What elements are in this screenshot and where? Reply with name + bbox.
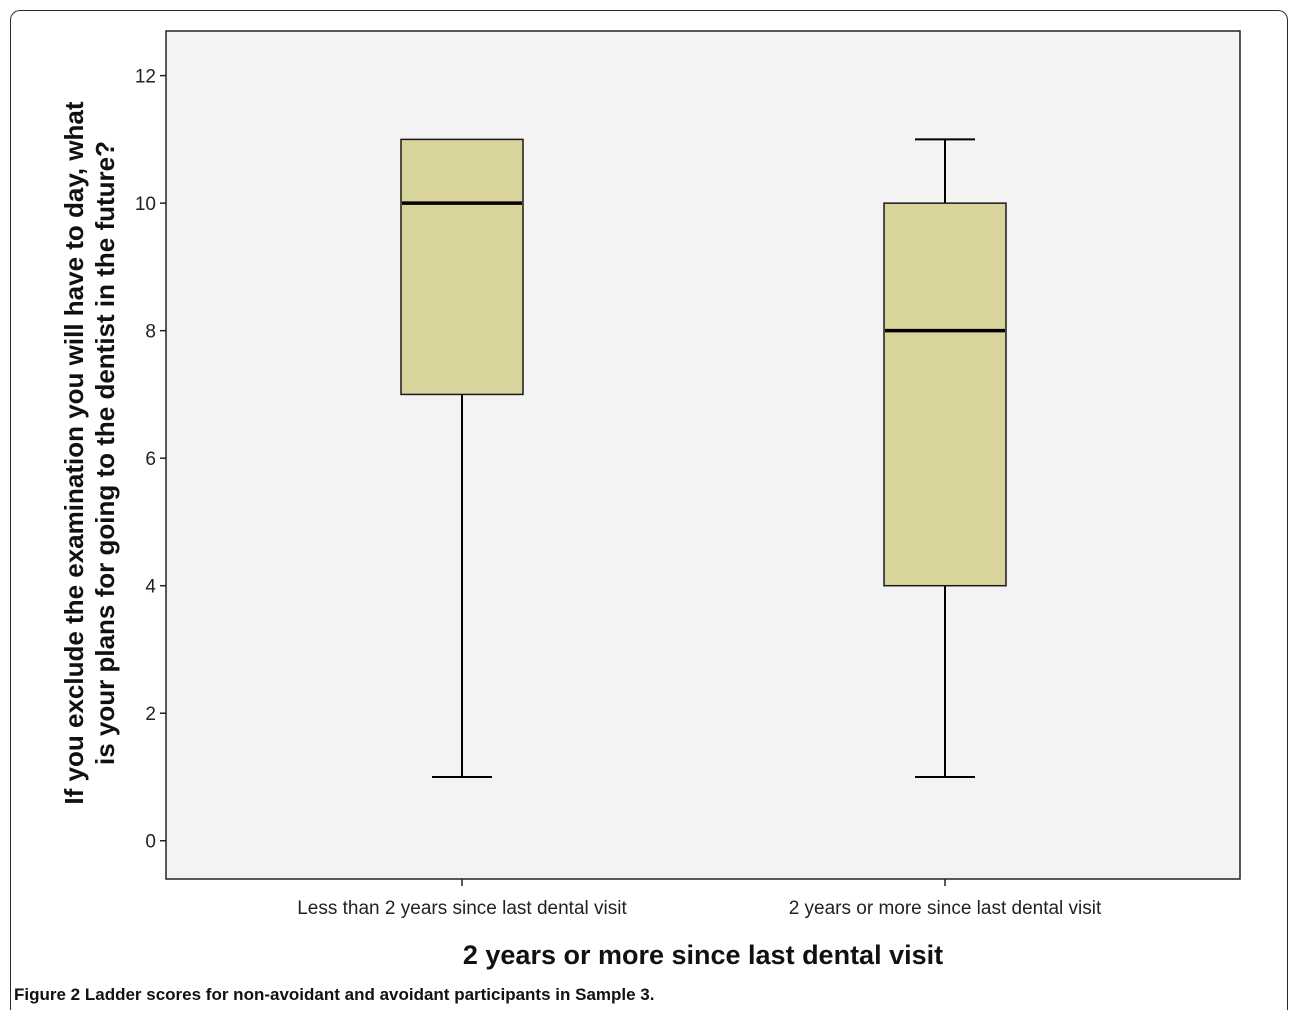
- x-axis: Less than 2 years since last dental visi…: [297, 879, 1102, 919]
- boxes: [400, 138, 1007, 778]
- y-tick-label: 12: [135, 67, 156, 88]
- y-tick-label: 10: [135, 194, 156, 215]
- x-tick-label: 2 years or more since last dental visit: [789, 898, 1102, 919]
- x-tick-label: Less than 2 years since last dental visi…: [297, 898, 627, 919]
- y-axis-title-line-1: If you exclude the examination you will …: [59, 101, 89, 804]
- figure-frame: [10, 10, 1288, 1010]
- box-2: [883, 138, 1007, 778]
- x-axis-title: 2 years or more since last dental visit: [463, 940, 943, 970]
- iqr-box: [400, 138, 524, 396]
- caption-text: Ladder scores for non-avoidant and avoid…: [84, 985, 655, 1004]
- y-axis-title-line-2: is your plans for going to the dentist i…: [90, 141, 120, 765]
- y-axis: 0 2 4 6 8 10 12: [135, 67, 166, 853]
- y-tick-label: 0: [145, 832, 156, 853]
- y-tick-label: 8: [145, 322, 156, 343]
- y-tick-label: 4: [145, 577, 156, 598]
- figure-caption: Figure 2 Ladder scores for non-avoidant …: [14, 985, 1274, 1005]
- plot-area: [165, 30, 1241, 880]
- figure-label: Figure 2: [14, 985, 81, 1004]
- y-tick-label: 6: [145, 449, 156, 470]
- y-axis-title: If you exclude the examination you will …: [59, 101, 120, 804]
- iqr-box: [883, 202, 1007, 587]
- box-1: [400, 138, 524, 778]
- y-tick-label: 2: [145, 704, 156, 725]
